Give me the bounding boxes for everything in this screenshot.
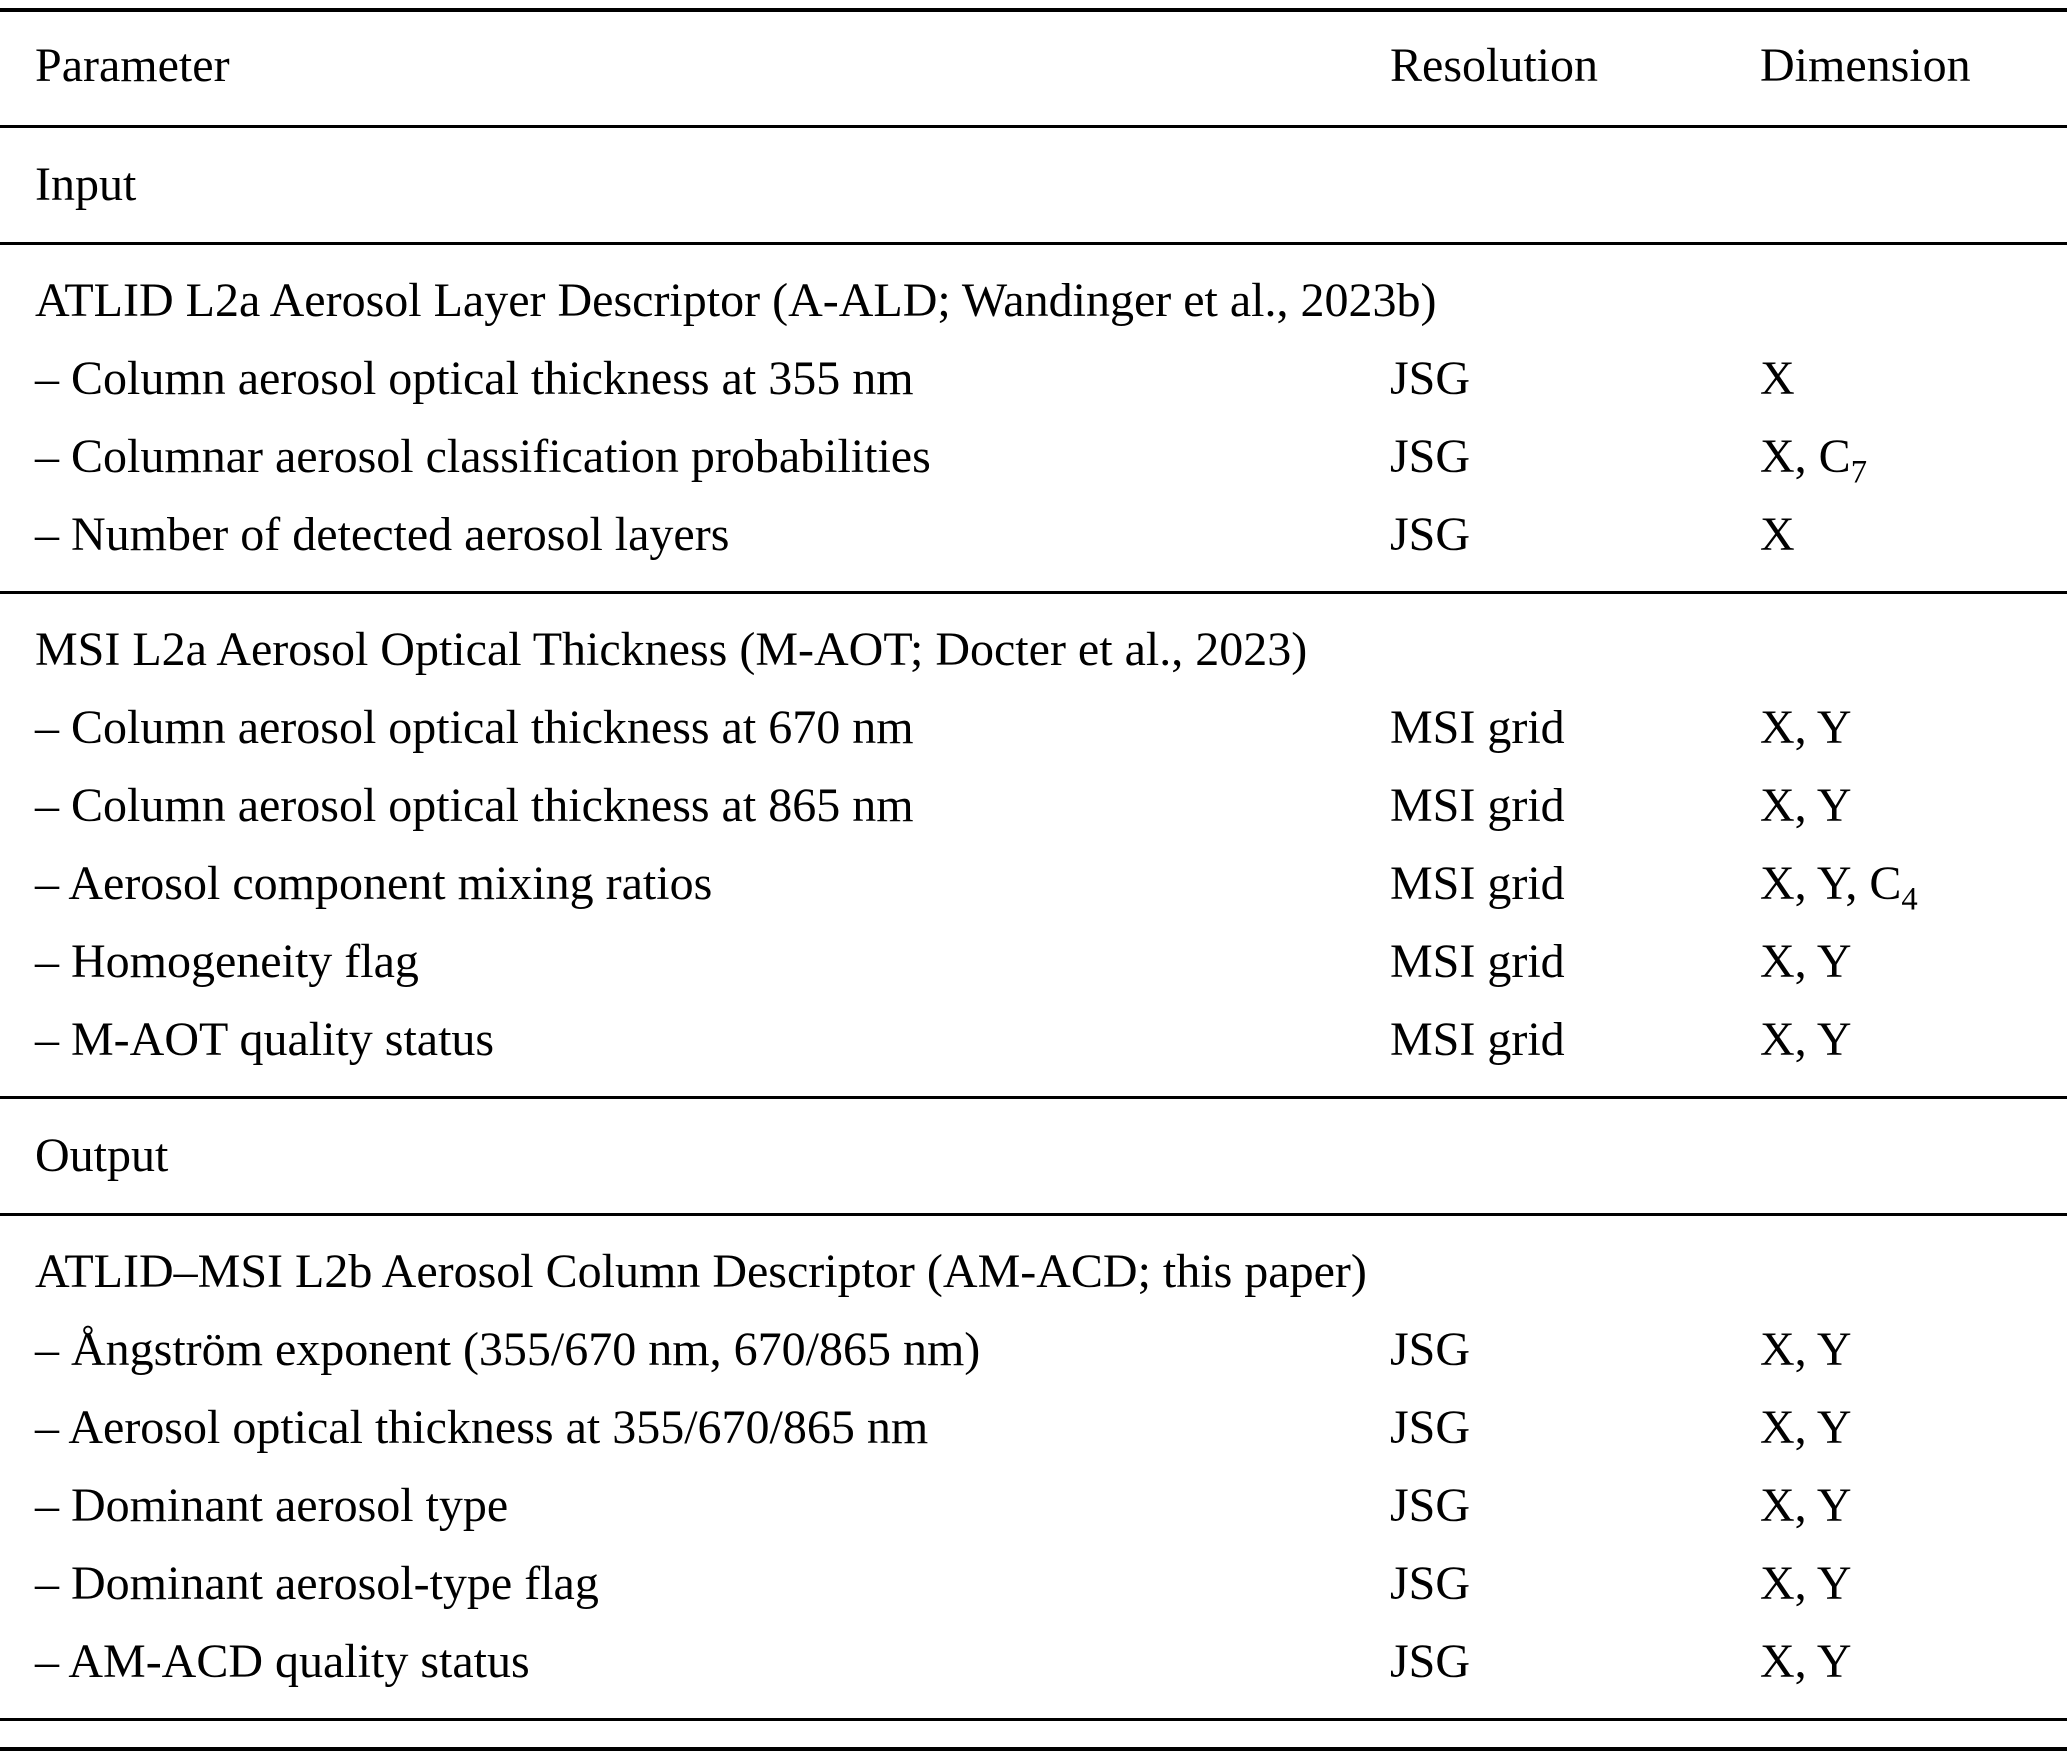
dimension-text: X	[1760, 508, 1795, 561]
cell-parameter: – Column aerosol optical thickness at 35…	[35, 352, 914, 405]
table-row: – Aerosol component mixing ratios MSI gr…	[0, 845, 2067, 923]
horizontal-rule-bottom	[0, 1747, 2067, 1751]
cell-resolution: MSI grid	[1390, 779, 1565, 832]
dimension-text: X, C	[1760, 430, 1851, 483]
section-row-input: Input	[0, 145, 2067, 225]
cell-parameter: – Column aerosol optical thickness at 86…	[35, 779, 914, 832]
table-row: – Ångström exponent (355/670 nm, 670/865…	[0, 1311, 2067, 1389]
cell-dimension: X, Y	[1760, 1545, 2057, 1623]
dimension-subscript: 4	[1901, 881, 1918, 918]
cell-dimension: X	[1760, 496, 2057, 574]
cell-parameter: – Dominant aerosol type	[35, 1479, 509, 1532]
table-row: – Column aerosol optical thickness at 86…	[0, 767, 2067, 845]
cell-resolution: JSG	[1390, 508, 1471, 561]
cell-resolution: MSI grid	[1390, 935, 1565, 988]
cell-parameter: – Number of detected aerosol layers	[35, 508, 730, 561]
table-header-row: Parameter Resolution Dimension	[0, 24, 2067, 108]
dimension-text: X, Y	[1760, 1323, 1852, 1376]
horizontal-rule	[0, 591, 2067, 594]
dimension-text: X, Y	[1760, 1401, 1852, 1454]
horizontal-rule	[0, 1213, 2067, 1216]
cell-dimension: X, Y	[1760, 689, 2057, 767]
cell-parameter: – Aerosol optical thickness at 355/670/8…	[35, 1401, 929, 1454]
cell-resolution: JSG	[1390, 430, 1471, 483]
table-row: – Dominant aerosol-type flag JSG X, Y	[0, 1545, 2067, 1623]
dimension-text: X, Y	[1760, 1479, 1852, 1532]
horizontal-rule-top	[0, 8, 2067, 12]
cell-parameter: – Aerosol component mixing ratios	[35, 857, 713, 910]
horizontal-rule	[0, 1718, 2067, 1721]
cell-parameter: – Column aerosol optical thickness at 67…	[35, 701, 914, 754]
cell-resolution: JSG	[1390, 1401, 1471, 1454]
table-row: – Column aerosol optical thickness at 35…	[0, 340, 2067, 418]
cell-resolution: JSG	[1390, 1635, 1471, 1688]
group-title-a-ald: ATLID L2a Aerosol Layer Descriptor (A-AL…	[35, 274, 1437, 327]
cell-parameter: – M-AOT quality status	[35, 1013, 495, 1066]
dimension-text: X	[1760, 352, 1795, 405]
cell-dimension: X, Y	[1760, 1467, 2057, 1545]
table-row: – Aerosol optical thickness at 355/670/8…	[0, 1389, 2067, 1467]
cell-resolution: JSG	[1390, 352, 1471, 405]
cell-resolution: JSG	[1390, 1323, 1471, 1376]
cell-resolution: JSG	[1390, 1557, 1471, 1610]
empty-cell	[1760, 145, 2057, 225]
cell-resolution: JSG	[1390, 1479, 1471, 1532]
section-label-input: Input	[35, 158, 137, 211]
cell-parameter: – Ångström exponent (355/670 nm, 670/865…	[35, 1323, 981, 1376]
dimension-text: X, Y	[1760, 1635, 1852, 1688]
dimension-text: X, Y, C	[1760, 857, 1902, 910]
horizontal-rule	[0, 125, 2067, 128]
group-title-m-aot: MSI L2a Aerosol Optical Thickness (M-AOT…	[35, 623, 1308, 676]
table-row: – Columnar aerosol classification probab…	[0, 418, 2067, 496]
cell-dimension: X, Y	[1760, 767, 2057, 845]
cell-resolution: MSI grid	[1390, 1013, 1565, 1066]
table-row: – Dominant aerosol type JSG X, Y	[0, 1467, 2067, 1545]
cell-resolution: MSI grid	[1390, 701, 1565, 754]
cell-dimension: X, C7	[1760, 418, 2057, 496]
horizontal-rule	[0, 1096, 2067, 1099]
dimension-subscript: 7	[1850, 454, 1867, 491]
group-title-am-acd: ATLID–MSI L2b Aerosol Column Descriptor …	[35, 1245, 1367, 1298]
cell-parameter: – Dominant aerosol-type flag	[35, 1557, 599, 1610]
table-row: – M-AOT quality status MSI grid X, Y	[0, 1001, 2067, 1079]
table-row: – Column aerosol optical thickness at 67…	[0, 689, 2067, 767]
empty-cell	[1390, 1116, 1760, 1196]
cell-dimension: X, Y	[1760, 1623, 2057, 1701]
section-label-output: Output	[35, 1129, 169, 1182]
dimension-text: X, Y	[1760, 779, 1852, 832]
table-row: – Homogeneity flag MSI grid X, Y	[0, 923, 2067, 1001]
cell-dimension: X, Y	[1760, 923, 2057, 1001]
cell-parameter: – Homogeneity flag	[35, 935, 419, 988]
dimension-text: X, Y	[1760, 701, 1852, 754]
column-header-dimension: Dimension	[1760, 39, 1971, 92]
cell-dimension: X, Y, C4	[1760, 845, 2057, 923]
dimension-text: X, Y	[1760, 1557, 1852, 1610]
cell-dimension: X, Y	[1760, 1001, 2057, 1079]
table-row: – AM-ACD quality status JSG X, Y	[0, 1623, 2067, 1701]
cell-dimension: X, Y	[1760, 1389, 2057, 1467]
cell-parameter: – AM-ACD quality status	[35, 1635, 530, 1688]
empty-cell	[1390, 145, 1760, 225]
horizontal-rule	[0, 242, 2067, 245]
dimension-text: X, Y	[1760, 1013, 1852, 1066]
empty-cell	[1760, 1116, 2057, 1196]
cell-dimension: X	[1760, 340, 2057, 418]
dimension-text: X, Y	[1760, 935, 1852, 988]
cell-parameter: – Columnar aerosol classification probab…	[35, 430, 931, 483]
table-row: – Number of detected aerosol layers JSG …	[0, 496, 2067, 574]
column-header-parameter: Parameter	[35, 39, 230, 92]
cell-resolution: MSI grid	[1390, 857, 1565, 910]
cell-dimension: X, Y	[1760, 1311, 2057, 1389]
section-row-output: Output	[0, 1116, 2067, 1196]
column-header-resolution: Resolution	[1390, 39, 1599, 92]
